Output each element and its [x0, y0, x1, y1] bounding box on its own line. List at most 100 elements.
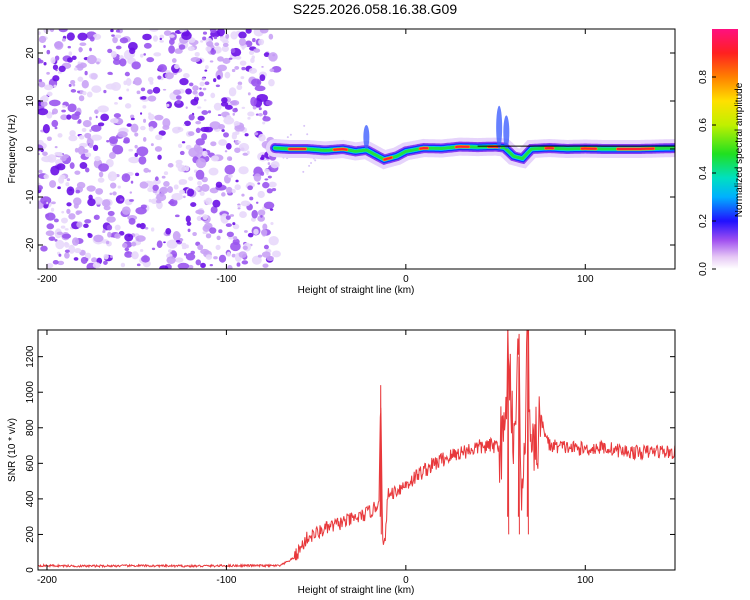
noise-blob: [76, 181, 86, 189]
noise-blob: [98, 171, 104, 178]
noise-blob: [221, 192, 226, 197]
noise-blob: [185, 88, 192, 95]
noise-blob: [303, 124, 306, 127]
noise-blob: [231, 253, 236, 258]
noise-blob: [289, 133, 292, 136]
noise-blob: [165, 103, 170, 107]
noise-blob: [188, 176, 194, 181]
noise-blob: [118, 96, 123, 100]
noise-blob: [57, 260, 65, 266]
noise-blob: [123, 80, 128, 86]
snr-series-line: [38, 330, 675, 569]
noise-blob: [213, 256, 218, 260]
noise-blob: [119, 58, 127, 67]
noise-blob: [264, 178, 269, 181]
noise-blob: [77, 119, 82, 124]
noise-blob: [55, 69, 58, 72]
noise-blob: [74, 147, 79, 153]
noise-blob: [58, 253, 62, 257]
noise-blob: [174, 63, 180, 70]
noise-blob: [197, 106, 202, 109]
noise-blob: [270, 161, 279, 169]
noise-blob: [148, 126, 154, 132]
noise-blob: [92, 144, 99, 152]
noise-blob: [74, 248, 82, 254]
noise-blob: [91, 257, 98, 263]
noise-blob: [64, 242, 70, 248]
noise-blob: [237, 204, 241, 208]
snr-y-axis: 0 200 400 600 800 1000 1200: [25, 345, 675, 573]
noise-blob: [124, 247, 130, 252]
noise-blob: [195, 186, 200, 191]
noise-blob: [147, 187, 153, 193]
noise-blob: [162, 88, 167, 91]
noise-blob: [97, 122, 105, 127]
noise-blob: [89, 116, 92, 121]
noise-blob: [46, 49, 51, 55]
noise-blob: [159, 37, 163, 41]
noise-blob: [146, 57, 155, 63]
noise-blob: [103, 253, 109, 260]
noise-blob: [143, 42, 152, 49]
noise-blob: [244, 133, 249, 137]
noise-blob: [112, 59, 121, 65]
noise-blob: [157, 75, 162, 80]
noise-blob: [155, 134, 163, 141]
noise-blob: [57, 186, 61, 190]
noise-blob: [177, 164, 187, 173]
noise-blob: [171, 58, 177, 63]
noise-blob: [247, 92, 251, 96]
noise-blob: [226, 231, 234, 238]
noise-blob: [217, 64, 228, 72]
spectrogram-y-label: Frequency (Hz): [7, 115, 18, 184]
noise-blob: [112, 191, 117, 196]
noise-blob: [168, 45, 175, 54]
noise-blob: [114, 233, 121, 239]
noise-blob: [44, 84, 54, 91]
snr-y-label: SNR (10 * v/v): [7, 418, 18, 482]
noise-blob: [130, 241, 137, 247]
noise-blob: [226, 251, 231, 257]
noise-blob: [43, 62, 47, 66]
noise-blob: [225, 223, 232, 228]
noise-blob: [262, 263, 269, 268]
noise-blob: [199, 191, 205, 196]
noise-blob: [192, 85, 199, 92]
noise-blob: [232, 112, 235, 116]
noise-blob: [40, 245, 48, 252]
noise-blob: [224, 150, 228, 153]
noise-blob: [136, 263, 141, 267]
noise-blob: [79, 162, 88, 170]
noise-blob: [213, 102, 222, 111]
noise-blob: [130, 180, 134, 184]
noise-blob: [62, 104, 67, 108]
noise-blob: [148, 113, 155, 121]
noise-blob: [106, 216, 116, 223]
noise-blob: [183, 195, 186, 199]
noise-blob: [50, 207, 55, 212]
noise-blob: [240, 76, 245, 80]
colorbar-tick-label: 0.8: [698, 70, 709, 84]
noise-blob: [85, 167, 90, 173]
noise-blob: [78, 134, 85, 140]
noise-blob: [200, 262, 206, 268]
noise-blob: [150, 227, 155, 232]
noise-blob: [166, 256, 176, 265]
noise-blob: [209, 29, 217, 34]
noise-blob: [52, 259, 59, 265]
noise-blob: [45, 230, 55, 237]
noise-blob: [80, 256, 88, 264]
noise-blob: [231, 188, 236, 194]
noise-blob: [51, 119, 59, 128]
noise-blob: [48, 99, 61, 107]
noise-blob: [257, 182, 261, 185]
noise-blob: [249, 196, 254, 201]
noise-blob: [217, 114, 222, 117]
noise-blob: [114, 224, 121, 231]
noise-blob: [218, 254, 227, 263]
noise-blob: [110, 29, 114, 33]
noise-blob: [175, 159, 183, 165]
noise-blob: [90, 124, 102, 132]
noise-blob: [178, 44, 186, 50]
noise-blob: [190, 202, 197, 208]
